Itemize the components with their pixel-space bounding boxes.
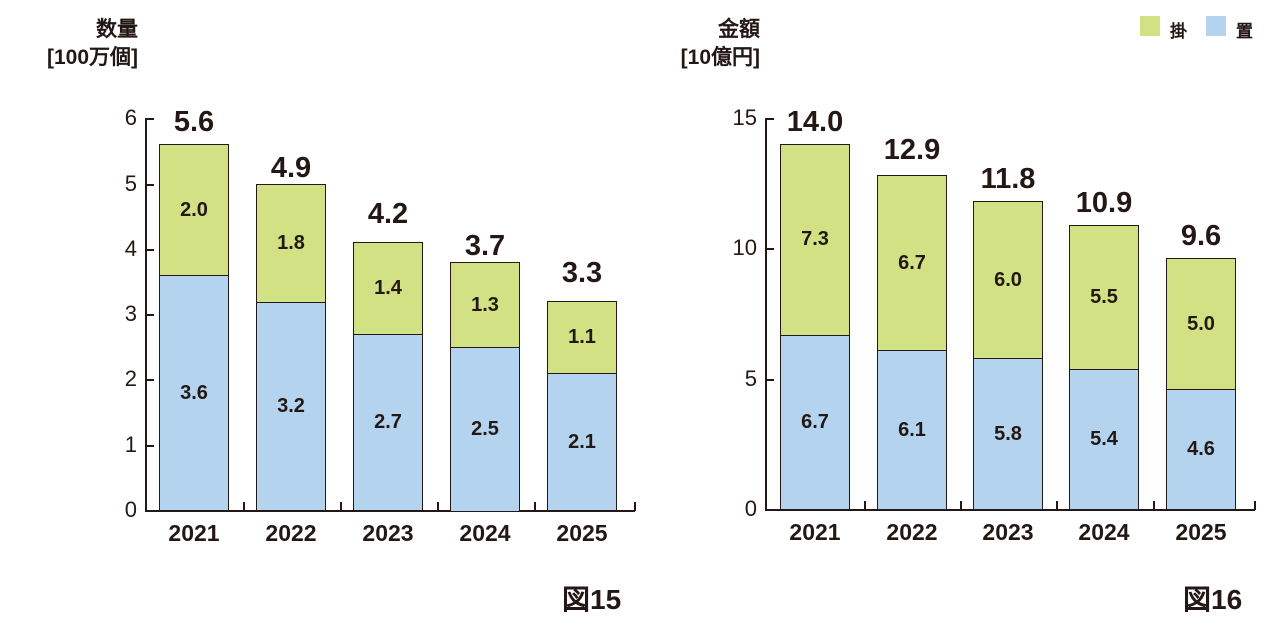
y-tick-label: 4 (124, 235, 137, 261)
y-tick-label: 10 (732, 235, 757, 260)
y-tick (145, 444, 154, 447)
x-tick (1056, 501, 1058, 510)
y-tick (145, 183, 154, 186)
bar-total-label: 5.6 (173, 106, 215, 139)
legend-label-kake: 掛 (1170, 22, 1187, 41)
y-tick-label: 0 (744, 496, 757, 521)
y-tick (765, 248, 774, 250)
legend-swatch-kake (1140, 16, 1160, 36)
x-tick-label: 2022 (265, 520, 317, 546)
bar-total-label: 3.7 (464, 230, 506, 263)
x-tick-label: 2024 (1078, 519, 1130, 545)
y-tick (145, 379, 154, 382)
bar-segment-kake: 1.3 (450, 261, 520, 349)
x-tick (1254, 501, 1256, 510)
bar-segment-oki: 6.1 (877, 349, 947, 511)
y-tick-label: 1 (124, 431, 137, 457)
bar-segment-kake: 5.5 (1069, 224, 1139, 370)
x-tick (634, 502, 636, 511)
bar-segment-oki: 4.6 (1166, 388, 1236, 511)
x-tick (960, 501, 962, 510)
x-tick-label: 2021 (789, 519, 841, 545)
y-tick (765, 378, 774, 381)
x-tick-label: 2025 (1175, 519, 1227, 545)
x-tick-label: 2023 (982, 519, 1034, 545)
y-tick (145, 248, 154, 251)
bar-segment-oki: 2.1 (547, 372, 617, 512)
x-tick (339, 502, 342, 511)
y-tick (145, 314, 154, 317)
x-tick (533, 502, 536, 511)
bar-total-label: 4.9 (270, 152, 312, 185)
bar-segment-oki: 3.6 (159, 274, 229, 512)
y-tick-label: 15 (732, 104, 757, 130)
y-tick-label: 5 (744, 365, 757, 391)
y-axis-unit: [10億円] (680, 46, 760, 69)
x-tick (863, 501, 866, 510)
x-tick-label: 2022 (886, 519, 938, 545)
x-tick-label: 2025 (556, 520, 608, 546)
y-tick-label: 6 (124, 105, 137, 131)
x-tick-label: 2021 (168, 520, 220, 546)
x-tick (242, 502, 245, 511)
bar-segment-kake: 1.8 (256, 183, 326, 303)
bar-total-label: 4.2 (367, 197, 409, 230)
bar-segment-kake: 1.4 (353, 242, 423, 336)
y-tick-label: 0 (124, 497, 137, 522)
bar-total-label: 3.3 (561, 256, 603, 289)
y-tick-label: 3 (124, 301, 137, 327)
y-axis-line (765, 117, 767, 510)
bar-total-label: 12.9 (883, 134, 941, 167)
bar-total-label: 11.8 (980, 163, 1036, 196)
bar-segment-kake: 1.1 (547, 301, 617, 375)
x-tick (1152, 501, 1155, 510)
legend-swatch-oki (1206, 16, 1226, 36)
bar-segment-oki: 6.7 (780, 334, 850, 511)
y-axis-title: 数量 [100万個] (10, 16, 138, 72)
legend-label-oki: 置 (1236, 22, 1253, 41)
y-tick-label: 5 (124, 170, 137, 196)
y-tick (145, 510, 154, 512)
bar-segment-kake: 5.0 (1166, 258, 1236, 391)
bar-total-label: 14.0 (786, 105, 844, 138)
y-tick (765, 117, 774, 120)
y-tick (145, 118, 154, 121)
bar-segment-kake: 2.0 (159, 144, 229, 277)
bar-segment-oki: 2.5 (450, 346, 520, 512)
bar-segment-kake: 7.3 (780, 143, 850, 336)
y-axis-title-line1: 数量 (96, 18, 138, 41)
figure-label: 図16 (1183, 584, 1243, 615)
y-tick-label: 2 (124, 366, 137, 392)
x-tick-label: 2023 (362, 520, 414, 546)
bar-segment-oki: 3.2 (256, 301, 326, 512)
y-tick (765, 509, 774, 511)
y-axis-title-line1: 金額 (718, 18, 760, 41)
x-tick (436, 502, 439, 511)
x-tick-label: 2024 (459, 520, 511, 546)
y-axis-title: 金額 [10億円] (640, 16, 760, 72)
y-axis-unit: [100万個] (46, 46, 138, 69)
bar-total-label: 10.9 (1075, 186, 1133, 219)
bar-segment-oki: 2.7 (353, 333, 423, 512)
bar-total-label: 9.6 (1180, 220, 1222, 253)
bar-segment-kake: 6.0 (973, 201, 1043, 360)
bar-segment-kake: 6.7 (877, 174, 947, 352)
figure-label: 図15 (562, 584, 622, 615)
bar-segment-oki: 5.4 (1069, 368, 1139, 511)
bar-segment-oki: 5.8 (973, 357, 1043, 511)
